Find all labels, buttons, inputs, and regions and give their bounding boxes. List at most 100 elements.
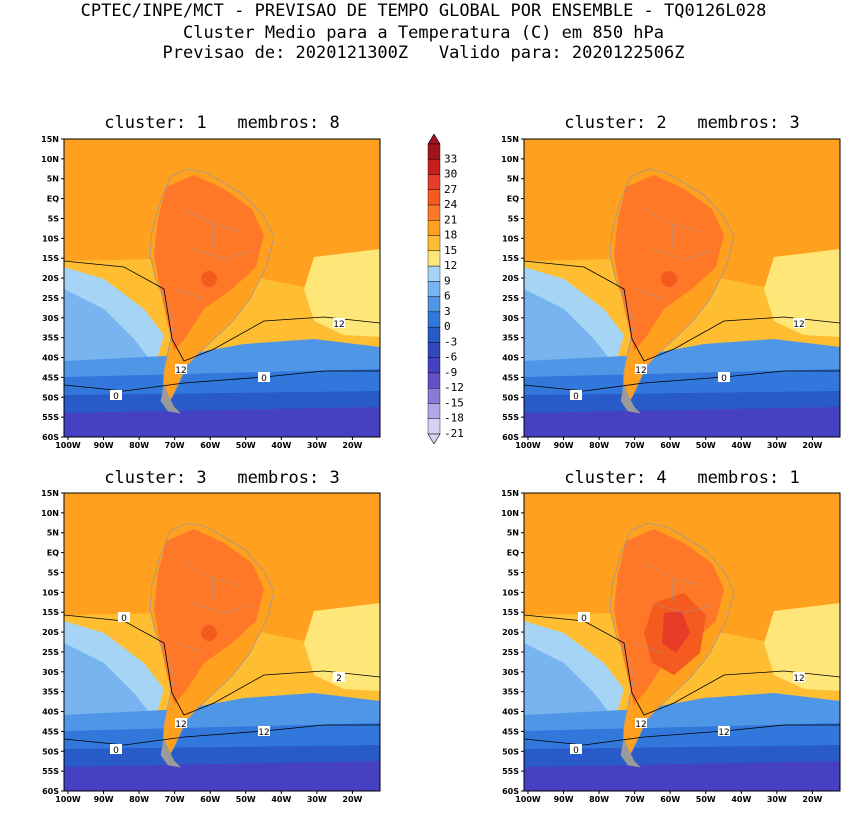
map-field-4: 12 12 12 0 0 [523, 492, 841, 792]
colorbar: 33 30 27 24 21 18 15 12 9 6 3 0 -3 -6 -9 -12 -15 -18 -21 [424, 133, 484, 445]
panel-title-1: cluster: 1 membros: 8 [104, 113, 340, 133]
panel-title-4: cluster: 4 membros: 1 [564, 468, 800, 488]
colorbar-label: 0 [444, 320, 451, 333]
lat-tick-label: 5N [507, 529, 519, 538]
contour-label: 0 [261, 374, 267, 384]
lat-tick-label: EQ [47, 549, 59, 558]
panel-title-3: cluster: 3 membros: 3 [104, 468, 340, 488]
lat-tick-label: 10S [42, 234, 59, 243]
lon-tick-label: 20W [802, 441, 822, 450]
lat-tick-label: 55S [42, 767, 59, 776]
lat-tick-label: 20S [502, 274, 519, 283]
colorbar-label: -6 [444, 351, 457, 364]
lon-tick-label: 40W [731, 795, 751, 804]
contour-label: 12 [175, 720, 186, 730]
map-field-2: 12 12 0 0 [523, 138, 841, 438]
lon-tick-label: 70W [625, 441, 645, 450]
lat-tick-label: 25S [502, 648, 519, 657]
colorbar-label: -15 [444, 396, 464, 409]
colorbar-label: 9 [444, 274, 451, 287]
panel-title-2: cluster: 2 membros: 3 [564, 113, 800, 133]
lat-tick-label: 5S [48, 214, 60, 223]
colorbar-swatch [427, 326, 441, 343]
lon-tick-label: 60W [200, 795, 220, 804]
lat-tick-label: 60S [42, 787, 59, 796]
contour-label: 12 [718, 728, 729, 738]
lon-tick-label: 60W [660, 795, 680, 804]
colorbar-label: -3 [444, 335, 457, 348]
lat-tick-label: 15N [501, 135, 519, 144]
colorbar-swatch [427, 296, 441, 313]
lon-tick-label: 90W [94, 441, 114, 450]
lat-tick-label: 35S [42, 334, 59, 343]
lon-tick-label: 70W [625, 795, 645, 804]
lon-tick-label: 20W [342, 795, 362, 804]
contour-label: 2 [336, 674, 342, 684]
lat-tick-label: 30S [502, 314, 519, 323]
lat-tick-label: 10S [502, 234, 519, 243]
lat-tick-label: 25S [42, 294, 59, 303]
lon-tick-label: 40W [271, 441, 291, 450]
map-panel-3: 2 12 12 0 0 15N 10N 5N EQ 5S 10S 15S 20S 25S 30S 35S 40S… [24, 489, 381, 804]
lon-tick-label: 80W [589, 441, 609, 450]
lat-tick-label: 45S [42, 727, 59, 736]
colorbar-label: 21 [444, 213, 457, 226]
colorbar-swatch [427, 342, 441, 358]
colorbar-swatch [427, 388, 441, 404]
map-field-1: 12 12 0 0 [63, 138, 381, 438]
colorbar-swatch [427, 357, 441, 374]
lat-tick-label: 40S [502, 354, 519, 363]
lat-tick-label: 60S [42, 433, 59, 442]
lon-tick-label: 80W [129, 795, 149, 804]
lon-tick-label: 30W [767, 441, 787, 450]
lon-tick-label: 50W [236, 441, 256, 450]
lat-tick-label: 15S [42, 254, 59, 263]
lon-tick-label: 100W [515, 795, 541, 804]
lat-tick-label: 15N [501, 489, 519, 498]
colorbar-label: 30 [444, 168, 457, 181]
lat-tick-label: EQ [507, 195, 519, 204]
lat-tick-label: 10N [41, 509, 59, 518]
lat-tick-label: 5N [47, 529, 59, 538]
contour-label: 0 [573, 746, 579, 756]
contour-label: 0 [721, 374, 727, 384]
colorbar-swatch [427, 372, 441, 389]
lat-tick-label: 5S [508, 568, 520, 577]
colorbar-swatch [427, 143, 441, 160]
map-panel-2: 12 12 0 0 15N 10N 5N EQ 5S 10S 15S 20S 25S 30S 35S 40S 4… [484, 135, 841, 450]
lat-tick-label: 40S [42, 354, 59, 363]
lon-tick-label: 60W [660, 441, 680, 450]
contour-label: 12 [258, 728, 269, 738]
lat-tick-label: EQ [507, 549, 519, 558]
lat-tick-label: 45S [502, 727, 519, 736]
lat-tick-label: 45S [42, 373, 59, 382]
lon-tick-label: 80W [129, 441, 149, 450]
colorbar-label: -18 [444, 412, 464, 425]
lat-tick-label: 50S [502, 747, 519, 756]
lat-tick-label: 55S [502, 767, 519, 776]
colorbar-swatch [427, 174, 441, 190]
contour-label: 0 [113, 392, 119, 402]
colorbar-swatch [427, 204, 441, 221]
lat-tick-label: 25S [502, 294, 519, 303]
lon-tick-label: 100W [55, 441, 81, 450]
colorbar-swatch [427, 311, 441, 328]
contour-label: 12 [793, 674, 804, 684]
lon-tick-label: 30W [307, 441, 327, 450]
lat-tick-label: 35S [502, 334, 519, 343]
colorbar-swatch [427, 418, 441, 435]
map-panel-1: 12 12 0 0 15N 10N 5N EQ 5S 10S 15S 20S 25S 30S 35S 40S 4… [24, 135, 381, 450]
lon-tick-label: 40W [271, 795, 291, 804]
lon-tick-label: 90W [94, 795, 114, 804]
lat-tick-label: 50S [42, 393, 59, 402]
lat-tick-label: 30S [42, 668, 59, 677]
lat-tick-label: 60S [502, 433, 519, 442]
lat-tick-label: 55S [42, 413, 59, 422]
lat-tick-label: 30S [42, 314, 59, 323]
lon-tick-label: 50W [236, 795, 256, 804]
lat-tick-label: 20S [42, 274, 59, 283]
lat-tick-label: 45S [502, 373, 519, 382]
contour-label: 12 [793, 320, 804, 330]
lon-tick-label: 60W [200, 441, 220, 450]
lat-tick-label: 15N [41, 135, 59, 144]
